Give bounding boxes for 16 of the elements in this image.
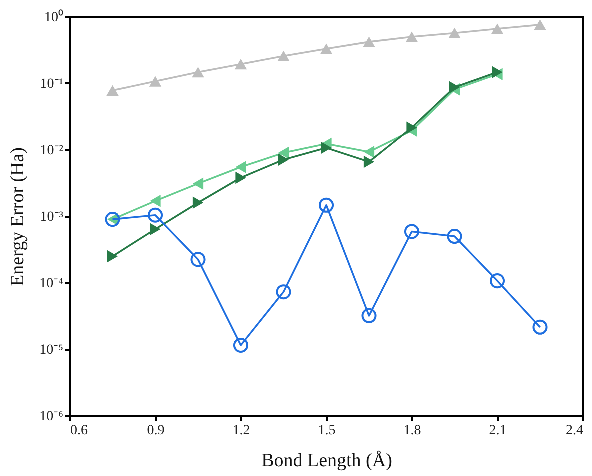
y-tick-label: 10⁻⁵ <box>40 343 64 358</box>
y-tick-label: 10⁻⁴ <box>40 276 64 292</box>
x-tick-label: 2.4 <box>566 424 584 438</box>
y-tick-label: 10⁻³ <box>40 210 64 225</box>
x-axis-title: Bond Length (Å) <box>262 450 392 472</box>
x-tick-label: 1.5 <box>318 424 336 438</box>
y-tick-label: 10⁻¹ <box>40 77 64 92</box>
y-tick-label: 10⁰ <box>44 10 64 26</box>
x-tick-label: 0.9 <box>147 424 165 438</box>
y-axis-title: Energy Error (Ha) <box>8 148 29 286</box>
y-tick-label: 10⁻⁶ <box>40 410 64 424</box>
y-tick-label: 10⁻² <box>40 144 64 158</box>
x-tick-label: 0.6 <box>70 424 88 438</box>
x-tick-label: 2.1 <box>489 424 507 438</box>
x-tick-label: 1.8 <box>404 424 422 438</box>
x-tick-label: 1.2 <box>232 424 250 438</box>
